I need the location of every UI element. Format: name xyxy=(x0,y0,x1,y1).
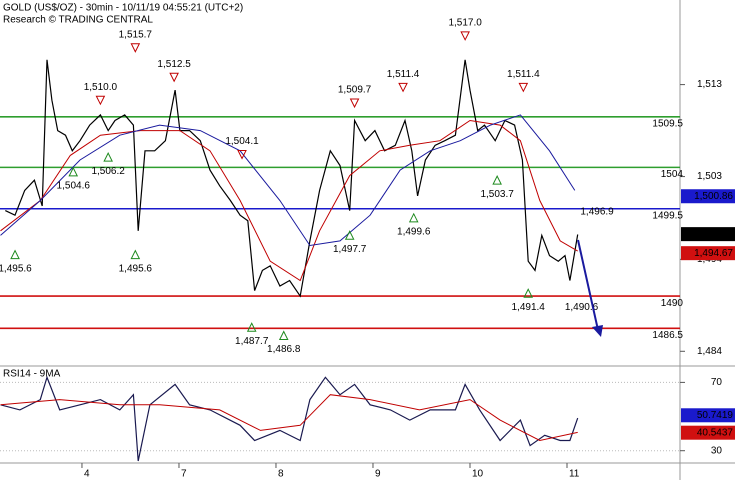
low-marker xyxy=(246,322,257,332)
low-marker xyxy=(68,166,79,177)
annotation-label: 1,515.7 xyxy=(119,29,153,40)
low-marker xyxy=(130,249,141,260)
price-box-label: 50.7419 xyxy=(697,410,734,421)
price-box-label: 1,500.86 xyxy=(694,191,733,202)
level-label: 1504 xyxy=(661,169,684,180)
price-box xyxy=(681,227,735,242)
forecast-arrow xyxy=(577,239,599,331)
title-bg xyxy=(0,0,262,27)
high-marker xyxy=(518,82,529,93)
annotation-label: 1,510.0 xyxy=(84,82,118,93)
annotation-label: 1,486.8 xyxy=(267,344,301,355)
high-marker xyxy=(460,31,470,41)
level-label: 1490 xyxy=(661,298,684,309)
high-marker xyxy=(169,72,179,83)
series-line xyxy=(0,119,578,282)
x-tick-label: 7 xyxy=(181,469,187,480)
price-box xyxy=(681,246,735,261)
chart-subtitle: Research © TRADING CENTRAL xyxy=(3,15,153,26)
price-box-label: 1,496.74 xyxy=(694,229,733,240)
annotation-label: 1,495.6 xyxy=(0,263,32,274)
y-tick-label: 30 xyxy=(711,445,723,456)
annotation-label: 1,497.7 xyxy=(333,244,367,255)
low-marker xyxy=(103,152,113,162)
price-box-label: 40.5437 xyxy=(697,427,734,438)
annotation-label: 1,490.6 xyxy=(565,302,599,313)
x-tick-label: 9 xyxy=(375,469,381,480)
y-tick-label: 1,513 xyxy=(697,79,722,90)
annotation-label: 1,506.2 xyxy=(91,166,125,177)
x-tick-label: 4 xyxy=(84,469,90,480)
annotation-label: 1,509.7 xyxy=(338,85,372,96)
y-tick-label: 1,484 xyxy=(697,346,722,357)
chart-title: GOLD (US$/OZ) - 30min - 10/11/19 04:55:2… xyxy=(3,3,243,14)
low-marker xyxy=(523,288,533,298)
x-tick-label: 8 xyxy=(278,469,284,480)
annotation-label: 1,495.6 xyxy=(119,263,153,274)
level-label: 1509.5 xyxy=(652,118,683,129)
annotation-label: 1,496.9 xyxy=(580,206,614,217)
price-box xyxy=(681,425,735,440)
high-marker xyxy=(95,95,106,106)
series-line xyxy=(5,59,579,298)
low-marker xyxy=(408,212,419,223)
annotation-label: 1,504.6 xyxy=(57,180,91,191)
series-line xyxy=(0,394,578,442)
annotation-label: 1,499.6 xyxy=(397,226,431,237)
indicator-title: RSI14 - 9MA xyxy=(3,369,61,380)
x-tick-label: 10 xyxy=(472,469,484,480)
annotation-label: 1,511.4 xyxy=(387,69,420,80)
low-marker xyxy=(278,330,289,341)
annotation-label: 1,512.5 xyxy=(157,59,191,70)
low-marker xyxy=(344,230,355,240)
annotation-label: 1,517.0 xyxy=(448,17,482,28)
annotation-label: 1,491.4 xyxy=(512,302,546,313)
price-box xyxy=(681,189,735,204)
high-marker xyxy=(237,149,247,160)
price-box-label: 1,494.67 xyxy=(694,248,733,259)
price-box xyxy=(681,408,735,423)
x-tick-label: 11 xyxy=(569,469,580,480)
level-label: 1486.5 xyxy=(652,330,683,341)
high-marker xyxy=(130,43,141,53)
forecast-arrowhead xyxy=(592,325,603,337)
annotation-label: 1,487.7 xyxy=(235,336,269,347)
low-marker xyxy=(10,249,20,260)
high-marker xyxy=(349,98,360,109)
high-marker xyxy=(398,82,408,93)
low-marker xyxy=(492,175,502,185)
annotation-label: 1,504.1 xyxy=(225,136,259,147)
level-label: 1499.5 xyxy=(652,210,683,221)
annotation-label: 1,503.7 xyxy=(480,189,514,200)
y-tick-label: 1,503 xyxy=(697,171,722,182)
series-line xyxy=(0,114,576,247)
plot: 1,5131,5031,4941,4841509.515041499.51490… xyxy=(0,17,735,480)
y-tick-label: 70 xyxy=(711,377,723,388)
annotation-label: 1,511.4 xyxy=(507,69,540,80)
